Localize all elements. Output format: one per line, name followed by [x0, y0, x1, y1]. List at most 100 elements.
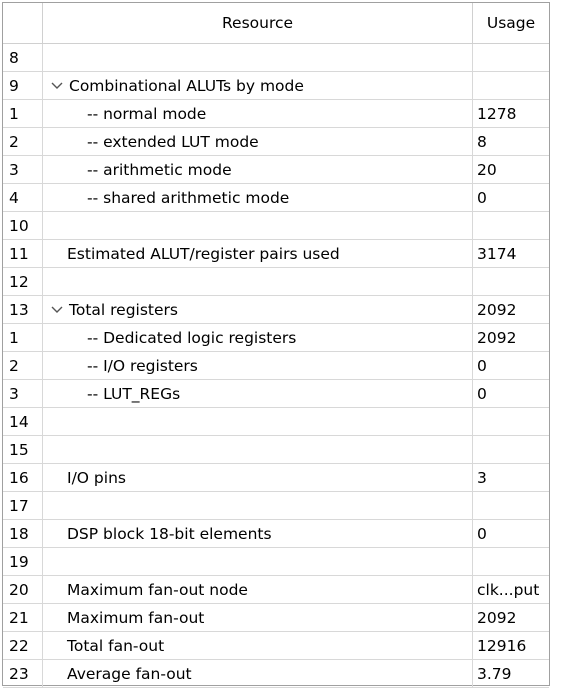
table-row[interactable]: 4 -- shared arithmetic mode 0 [3, 184, 549, 212]
usage-cell: 3174 [477, 244, 517, 263]
resource-cell: I/O pins [43, 464, 473, 491]
row-number: 19 [3, 548, 43, 575]
table-row[interactable]: 10 [3, 212, 549, 240]
row-number: 16 [3, 464, 43, 491]
row-number: 17 [3, 492, 43, 519]
table-row[interactable]: 1 -- normal mode 1278 [3, 100, 549, 128]
resource-cell: Average fan-out [43, 660, 473, 687]
usage-cell: 0 [477, 188, 487, 207]
usage-cell [473, 408, 549, 435]
table-row[interactable]: 17 [3, 492, 549, 520]
chevron-down-icon[interactable] [45, 82, 69, 90]
row-number: 4 [3, 184, 43, 211]
resource-cell: -- extended LUT mode [43, 128, 473, 155]
resource-label: -- shared arithmetic mode [87, 188, 290, 207]
table-row[interactable]: 2 -- I/O registers 0 [3, 352, 549, 380]
usage-cell [473, 212, 549, 239]
table-row[interactable]: 23 Average fan-out 3.79 [3, 660, 549, 688]
table-row[interactable]: 18 DSP block 18-bit elements 0 [3, 520, 549, 548]
table-row[interactable]: 8 [3, 44, 549, 72]
table-row[interactable]: 15 [3, 436, 549, 464]
usage-cell [473, 44, 549, 71]
table-row[interactable]: 14 [3, 408, 549, 436]
row-number: 2 [3, 352, 43, 379]
resource-label: -- extended LUT mode [87, 132, 259, 151]
table-row[interactable]: 13 Total registers 2092 [3, 296, 549, 324]
row-number: 21 [3, 604, 43, 631]
chevron-down-icon[interactable] [45, 306, 69, 314]
resource-label: Average fan-out [67, 664, 192, 683]
table-row[interactable]: 3 -- arithmetic mode 20 [3, 156, 549, 184]
header-row-number[interactable] [3, 3, 43, 43]
row-number: 14 [3, 408, 43, 435]
row-number: 12 [3, 268, 43, 295]
resource-label: I/O pins [67, 468, 126, 487]
table-row[interactable]: 1 -- Dedicated logic registers 2092 [3, 324, 549, 352]
table-row[interactable]: 20 Maximum fan-out node clk...put [3, 576, 549, 604]
usage-cell: 1278 [477, 104, 517, 123]
usage-cell: 8 [477, 132, 487, 151]
table-row[interactable]: 16 I/O pins 3 [3, 464, 549, 492]
resource-label: Estimated ALUT/register pairs used [67, 244, 340, 263]
resource-cell: DSP block 18-bit elements [43, 520, 473, 547]
table-body: 8 9 Combinational ALUTs by mode 1 -- normal … [3, 44, 549, 688]
row-number: 11 [3, 240, 43, 267]
header-resource-label: Resource [221, 14, 294, 32]
usage-cell: 0 [477, 384, 487, 403]
header-usage[interactable]: Usage [473, 3, 549, 43]
row-number: 15 [3, 436, 43, 463]
resource-cell: -- normal mode [43, 100, 473, 127]
resource-cell [43, 212, 473, 239]
resource-cell [43, 436, 473, 463]
usage-cell [473, 436, 549, 463]
usage-cell: 12916 [477, 636, 527, 655]
usage-cell [473, 72, 549, 99]
usage-cell: 2092 [477, 608, 517, 627]
usage-cell: 0 [477, 524, 487, 543]
resource-cell: Estimated ALUT/register pairs used [43, 240, 473, 267]
usage-cell: 20 [477, 160, 497, 179]
row-number: 20 [3, 576, 43, 603]
resource-label: Total fan-out [67, 636, 165, 655]
resource-label: -- normal mode [87, 104, 207, 123]
usage-cell [473, 268, 549, 295]
table-row[interactable]: 11 Estimated ALUT/register pairs used 3174 [3, 240, 549, 268]
row-number: 2 [3, 128, 43, 155]
resource-label: Total registers [69, 300, 178, 319]
resource-cell: -- LUT_REGs [43, 380, 473, 407]
usage-cell: 0 [477, 356, 487, 375]
resource-cell: Maximum fan-out node [43, 576, 473, 603]
resource-label: -- Dedicated logic registers [87, 328, 297, 347]
table-row[interactable]: 9 Combinational ALUTs by mode [3, 72, 549, 100]
usage-cell: 2092 [477, 300, 517, 319]
usage-cell: 3.79 [477, 664, 512, 683]
resource-cell: -- arithmetic mode [43, 156, 473, 183]
resource-label: Combinational ALUTs by mode [69, 76, 304, 95]
usage-cell: 3 [477, 468, 487, 487]
table-row[interactable]: 2 -- extended LUT mode 8 [3, 128, 549, 156]
table-header: Resource Usage [3, 3, 549, 44]
resource-cell: Combinational ALUTs by mode [43, 72, 473, 99]
row-number: 10 [3, 212, 43, 239]
usage-cell: clk...put [477, 580, 540, 599]
table-row[interactable]: 22 Total fan-out 12916 [3, 632, 549, 660]
table-row[interactable]: 3 -- LUT_REGs 0 [3, 380, 549, 408]
row-number: 13 [3, 296, 43, 323]
resource-cell [43, 408, 473, 435]
resource-cell [43, 492, 473, 519]
table-row[interactable]: 19 [3, 548, 549, 576]
resource-label: Maximum fan-out [67, 608, 205, 627]
row-number: 9 [3, 72, 43, 99]
table-row[interactable]: 12 [3, 268, 549, 296]
row-number: 18 [3, 520, 43, 547]
usage-cell: 2092 [477, 328, 517, 347]
resource-cell [43, 548, 473, 575]
resource-cell: -- Dedicated logic registers [43, 324, 473, 351]
row-number: 23 [3, 660, 43, 687]
resource-label: -- arithmetic mode [87, 160, 232, 179]
row-number: 1 [3, 324, 43, 351]
table-row[interactable]: 21 Maximum fan-out 2092 [3, 604, 549, 632]
header-resource[interactable]: Resource [43, 3, 473, 43]
resource-cell: -- I/O registers [43, 352, 473, 379]
resource-cell [43, 268, 473, 295]
